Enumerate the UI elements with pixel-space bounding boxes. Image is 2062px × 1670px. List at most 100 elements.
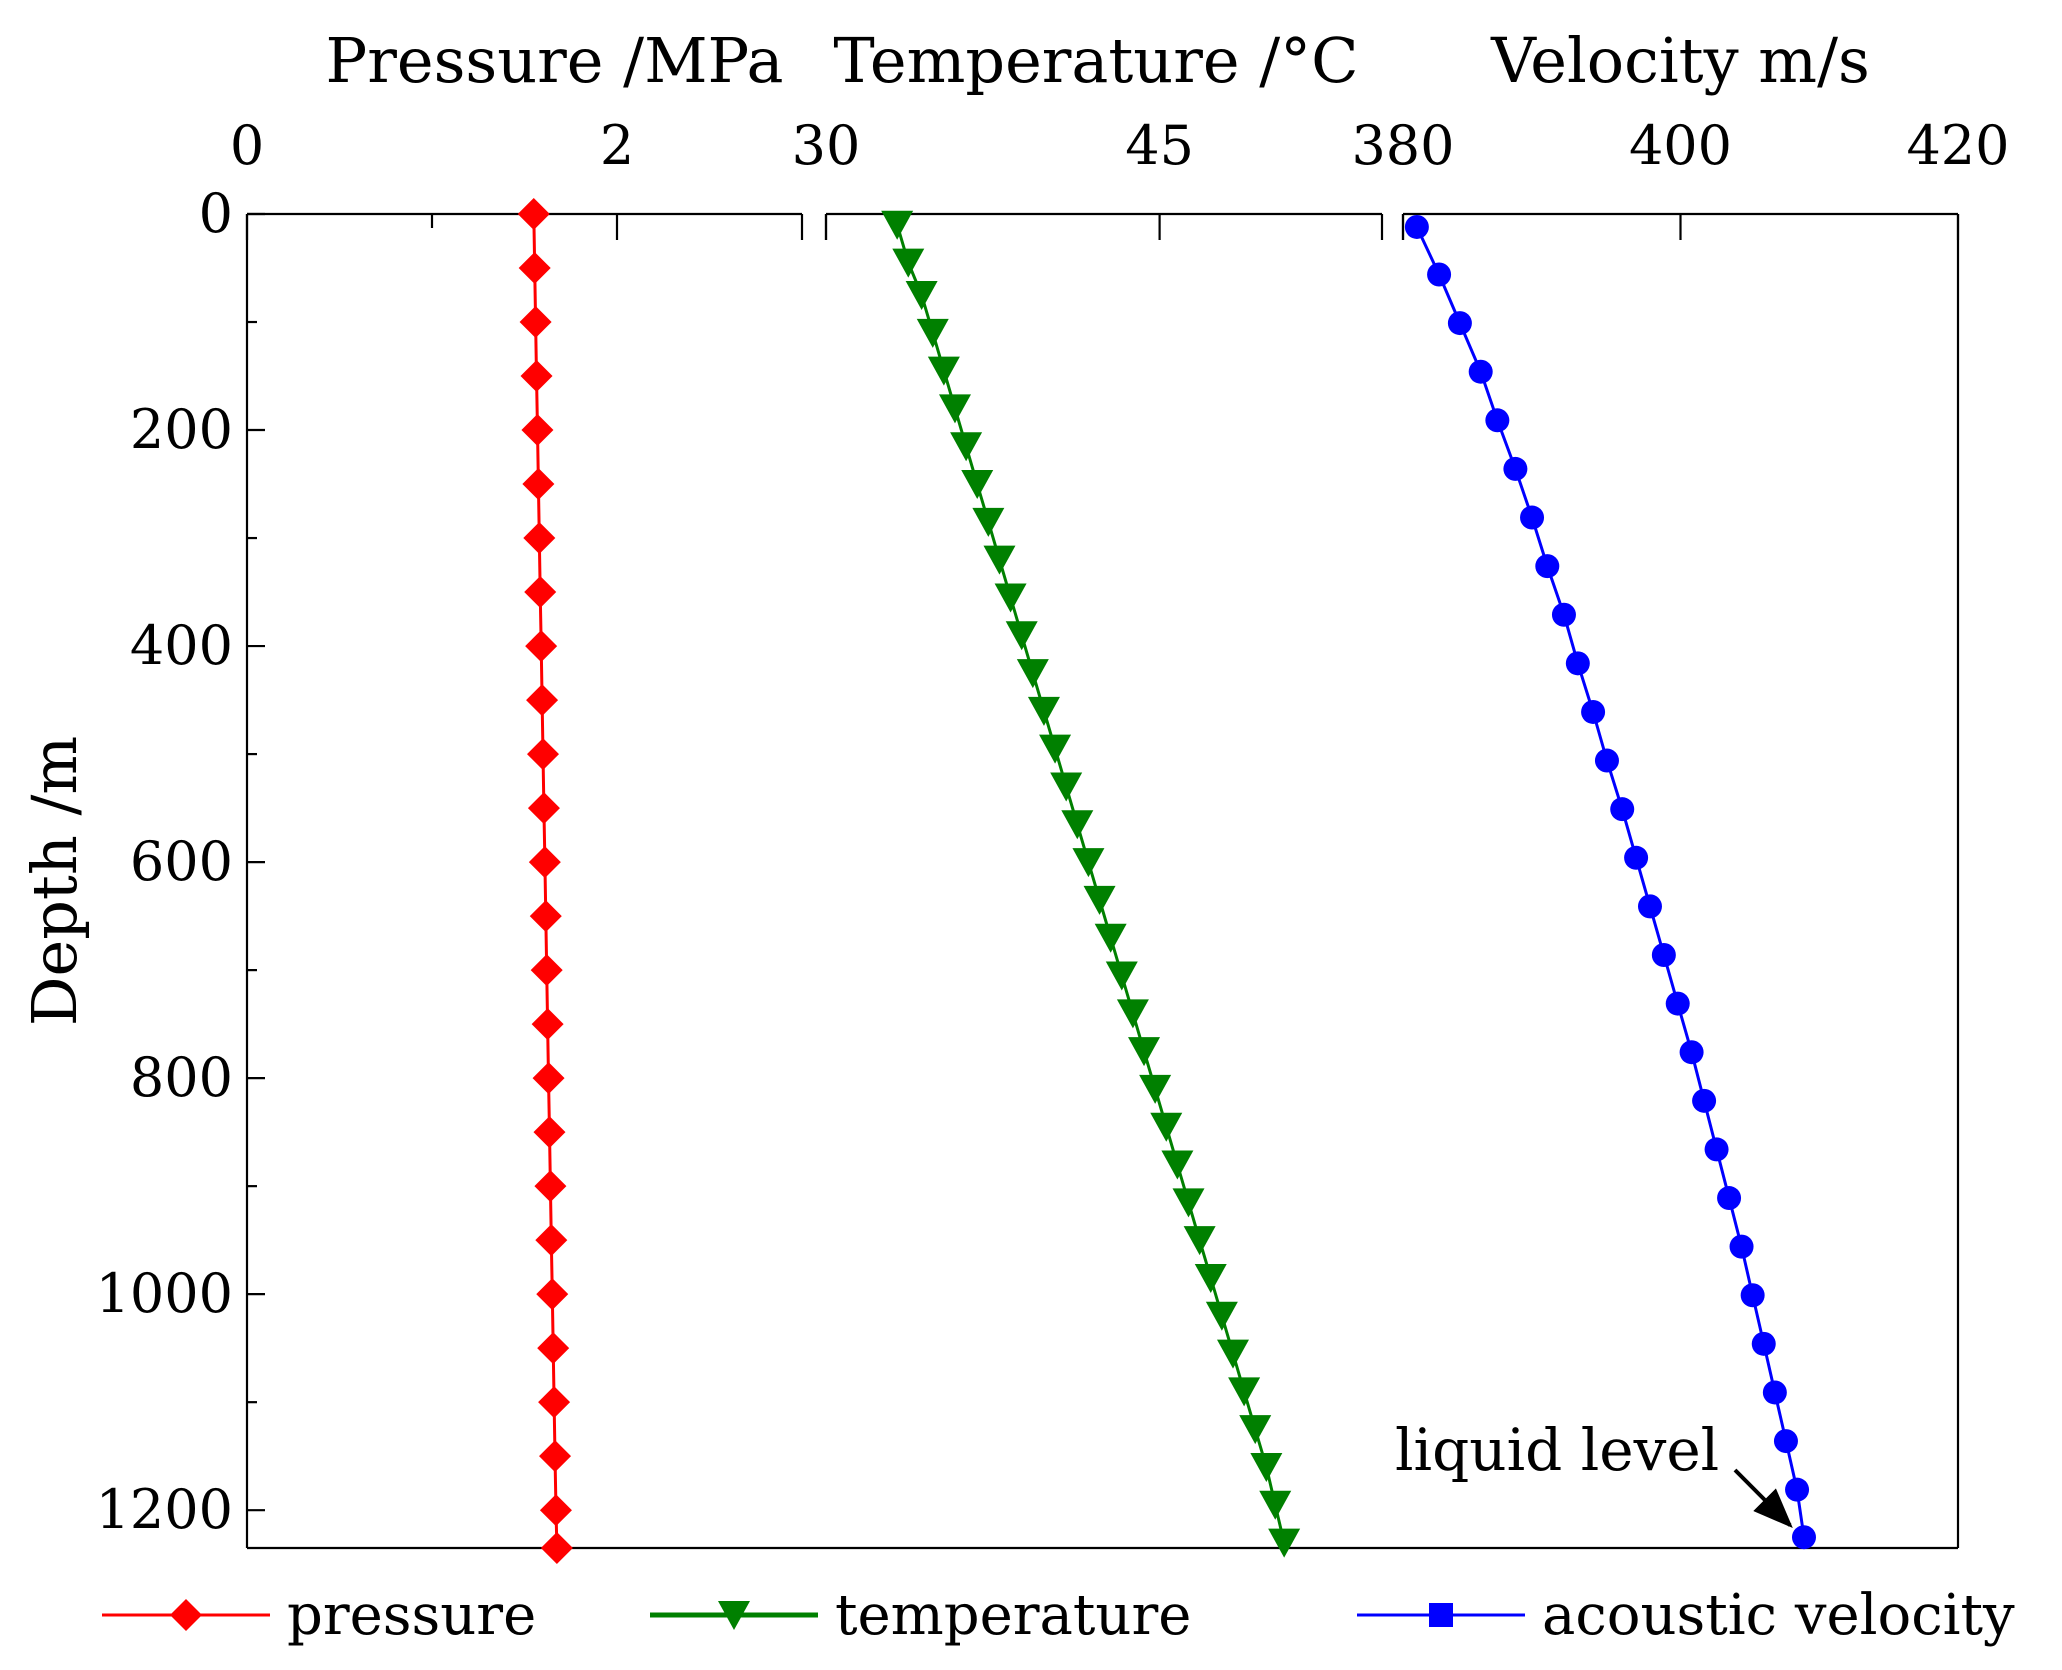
- pressure-point: [523, 522, 556, 555]
- velocity-point: [1447, 311, 1472, 336]
- velocity-panel-x-tick-label: 400: [1629, 114, 1732, 177]
- velocity-panel-title: Velocity m/s: [1490, 24, 1870, 97]
- temperature-point: [1216, 1339, 1249, 1369]
- temperature-point: [972, 507, 1005, 537]
- pressure-point: [521, 414, 554, 447]
- temperature-point: [994, 583, 1027, 613]
- legend-label: pressure: [287, 1583, 536, 1648]
- velocity-point: [1717, 1186, 1742, 1211]
- pressure-point: [522, 468, 555, 501]
- temperature-point: [950, 432, 983, 462]
- pressure-point: [537, 1332, 570, 1365]
- pressure-panel-x-tick-label: 2: [600, 114, 634, 177]
- temperature-point: [1005, 621, 1038, 651]
- series-group: [517, 198, 1816, 1564]
- temperature-point: [1150, 1112, 1183, 1142]
- pressure-point: [517, 198, 550, 230]
- temperature-point: [1228, 1377, 1261, 1407]
- velocity-point: [1679, 1040, 1704, 1065]
- temperature-point: [1105, 961, 1138, 991]
- pressure-point: [526, 684, 559, 717]
- legend-marker-diamond: [170, 1599, 202, 1631]
- temperature-point: [1128, 1037, 1161, 1067]
- temperature-point: [938, 394, 971, 424]
- temperature-point: [881, 210, 914, 240]
- y-axis-title: Depth /m: [18, 736, 91, 1026]
- temperature-panel-x-tick-label: 30: [792, 114, 861, 177]
- velocity-point: [1637, 894, 1662, 919]
- temperature-point: [1027, 696, 1060, 726]
- pressure-point: [527, 792, 560, 825]
- pressure-point: [525, 630, 558, 663]
- velocity-point: [1551, 602, 1576, 627]
- pressure-point: [539, 1440, 572, 1473]
- pressure-point: [539, 1494, 572, 1527]
- velocity-point: [1791, 1525, 1816, 1550]
- y-tick-label: 600: [130, 830, 233, 893]
- pressure-panel-x-tick-label: 0: [230, 114, 264, 177]
- temperature-point: [1039, 734, 1072, 764]
- temperature-point: [905, 281, 938, 311]
- velocity-point: [1485, 408, 1510, 433]
- temperature-panel-title: Temperature /°C: [833, 24, 1358, 97]
- pressure-panel-title: Pressure /MPa: [326, 24, 784, 97]
- temperature-point: [1016, 659, 1049, 689]
- pressure-point: [529, 900, 562, 933]
- pressure-point: [530, 954, 563, 987]
- temperature-point: [1194, 1263, 1227, 1293]
- velocity-point: [1503, 456, 1528, 481]
- temperature-point: [1205, 1301, 1238, 1331]
- y-tick-label: 800: [130, 1046, 233, 1109]
- temperature-point: [1259, 1490, 1292, 1520]
- pressure-point: [528, 846, 561, 879]
- velocity-point: [1610, 797, 1635, 822]
- temperature-point: [1250, 1452, 1283, 1482]
- y-tick-label: 200: [130, 398, 233, 461]
- pressure-point: [534, 1170, 567, 1203]
- y-tick-label: 0: [199, 182, 233, 245]
- legend-marker-triangle: [718, 1601, 750, 1630]
- velocity-point: [1773, 1429, 1798, 1454]
- temperature-point: [1139, 1074, 1172, 1104]
- legend-label: temperature: [835, 1583, 1191, 1648]
- velocity-point: [1785, 1477, 1810, 1502]
- legend-marker-square: [1429, 1603, 1453, 1627]
- pressure-point: [536, 1278, 569, 1311]
- axes-group: 0 200 400 600 800 1000 1200 Depth /m 0 2 Pressure …: [18, 24, 2010, 1550]
- temperature-point: [983, 545, 1016, 575]
- velocity-point: [1704, 1137, 1729, 1162]
- temperature-point: [1061, 810, 1094, 840]
- temperature-point: [1183, 1226, 1216, 1256]
- temperature-point: [892, 248, 925, 278]
- velocity-point: [1468, 359, 1493, 384]
- velocity-point: [1692, 1088, 1717, 1113]
- pressure-point: [533, 1116, 566, 1149]
- velocity-point: [1651, 942, 1676, 967]
- temperature-point: [1239, 1415, 1272, 1445]
- temperature-point: [1268, 1528, 1301, 1558]
- pressure-point: [531, 1008, 564, 1041]
- temperature-point: [1161, 1150, 1194, 1180]
- velocity-point: [1751, 1331, 1776, 1356]
- temperature-point: [1094, 923, 1127, 953]
- velocity-point: [1594, 748, 1619, 773]
- velocity-point: [1624, 845, 1649, 870]
- velocity-point: [1565, 651, 1590, 676]
- temperature-point: [1072, 848, 1105, 878]
- temperature-point: [1116, 999, 1149, 1029]
- pressure-point: [518, 252, 551, 285]
- temperature-point: [1083, 885, 1116, 915]
- temperature-point: [927, 356, 960, 386]
- annotation-group: liquid level: [1395, 1416, 1793, 1529]
- pressure-point: [524, 576, 557, 609]
- y-tick-label: 1200: [96, 1478, 233, 1541]
- velocity-panel-series-line: [1415, 226, 1806, 1538]
- velocity-point: [1581, 699, 1606, 724]
- pressure-point: [519, 306, 552, 339]
- temperature-point: [1172, 1188, 1205, 1218]
- velocity-point: [1729, 1234, 1754, 1259]
- velocity-point: [1404, 214, 1429, 239]
- velocity-point: [1520, 505, 1545, 530]
- temperature-point: [916, 318, 949, 348]
